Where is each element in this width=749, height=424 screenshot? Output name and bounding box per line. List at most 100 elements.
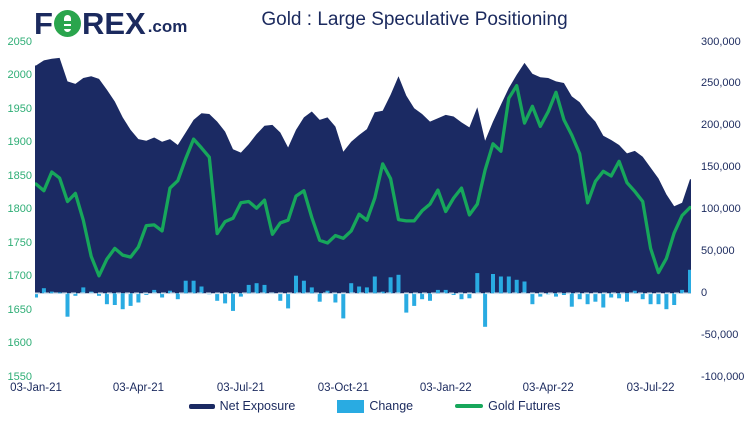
change-bar — [506, 276, 511, 294]
change-bar — [144, 293, 149, 295]
change-bar — [380, 291, 385, 294]
change-bar — [475, 273, 480, 294]
change-bar — [199, 286, 204, 294]
change-bar — [262, 284, 267, 294]
date-axis-tick: 03-Jan-22 — [419, 382, 472, 394]
legend-item-gold-futures: Gold Futures — [455, 399, 560, 413]
legend-label: Gold Futures — [488, 399, 561, 413]
change-bar — [128, 293, 133, 306]
change-bar — [231, 293, 235, 311]
change-bar — [412, 293, 417, 306]
change-bar — [640, 293, 645, 300]
change-bar — [609, 293, 614, 298]
change-bar — [538, 293, 543, 297]
left-axis-tick: 1750 — [7, 236, 32, 249]
date-axis-tick: 03-Jul-22 — [626, 382, 675, 394]
change-bar — [364, 287, 369, 294]
change-bar — [664, 293, 669, 310]
change-bar — [357, 286, 362, 294]
change-bar — [160, 293, 165, 298]
legend-label: Net Exposure — [219, 399, 296, 413]
legend-item-net-exposure: Net Exposure — [188, 399, 296, 413]
logo-letter-f: F — [34, 6, 53, 41]
change-bar — [435, 289, 440, 294]
change-bar — [246, 284, 251, 294]
left-axis-tick: 1900 — [7, 136, 32, 148]
change-bar — [530, 293, 535, 305]
change-bar — [625, 293, 629, 302]
legend-item-change: Change — [337, 399, 413, 413]
change-bar — [278, 293, 283, 301]
change-bar — [317, 293, 322, 302]
change-bar — [238, 293, 243, 297]
logo-o-icon — [53, 10, 81, 37]
gold-futures-swatch — [455, 404, 484, 408]
change-bar — [65, 293, 70, 317]
change-bar — [491, 274, 495, 294]
change-bar — [325, 290, 330, 294]
date-axis-tick: 03-Oct-21 — [317, 382, 369, 394]
change-bar — [688, 269, 691, 294]
change-bar — [396, 274, 401, 294]
change-bar — [89, 291, 94, 294]
logo-letters-rex: REX — [81, 6, 146, 41]
forex-logo: F REX .com — [34, 8, 187, 39]
change-bar — [388, 277, 393, 294]
change-bar — [191, 280, 196, 294]
left-price-axis: 2050 2000 1950 1900 1850 1800 1750 1700 1650 1600… — [2, 0, 32, 424]
left-axis-tick: 1600 — [7, 337, 32, 349]
change-bar — [585, 293, 590, 305]
change-bar — [309, 287, 314, 294]
net-exposure-swatch — [188, 403, 215, 409]
change-bar — [561, 293, 566, 295]
change-bar — [41, 288, 46, 294]
change-bar — [483, 293, 488, 327]
right-axis-tick: -100,000 — [701, 370, 745, 383]
left-axis-tick: 2000 — [7, 69, 32, 81]
chart-plot — [35, 57, 691, 327]
change-bar — [617, 293, 622, 299]
left-axis-tick: 1650 — [7, 303, 32, 316]
logo-suffix: .com — [147, 17, 188, 36]
gold-futures-line — [35, 83, 691, 278]
left-axis-tick: 1800 — [7, 203, 32, 215]
change-bar — [97, 293, 101, 296]
change-bar — [333, 293, 338, 303]
change-bar — [577, 293, 582, 300]
change-bar — [341, 293, 346, 319]
change-bar — [601, 293, 606, 308]
change-bar — [514, 279, 519, 294]
logo-o-notch — [60, 21, 74, 24]
left-axis-tick: 1700 — [7, 270, 32, 282]
date-axis-tick: 03-Apr-21 — [112, 382, 164, 394]
right-axis-tick: 100,000 — [701, 203, 741, 215]
change-bar — [522, 281, 527, 294]
change-swatch — [337, 399, 365, 413]
chart-title: Gold : Large Speculative Positioning — [261, 9, 568, 30]
logo-o-notch — [60, 26, 74, 29]
change-bar — [254, 283, 259, 294]
right-axis-tick: -50,000 — [701, 328, 739, 341]
change-bar — [152, 289, 157, 294]
left-axis-tick: 1550 — [7, 370, 32, 383]
net-exposure-area — [35, 57, 691, 294]
right-axis-tick: 0 — [701, 286, 708, 299]
date-axis-tick: 03-Apr-22 — [522, 382, 574, 394]
change-bar — [451, 293, 456, 295]
right-axis-tick: 50,000 — [701, 244, 735, 257]
change-bar — [467, 293, 472, 299]
date-axis-tick: 03-Jul-21 — [216, 382, 265, 394]
change-bar — [593, 293, 598, 302]
change-bar — [104, 293, 109, 305]
chart-legend: Net Exposure Change Gold Futures — [0, 399, 749, 413]
change-bar — [443, 289, 448, 294]
change-bar — [420, 293, 425, 300]
right-axis-tick: 150,000 — [701, 161, 741, 174]
change-bar — [569, 293, 574, 307]
change-bar — [168, 290, 172, 294]
change-bar — [648, 293, 653, 305]
right-axis-tick: 200,000 — [701, 119, 741, 132]
right-axis-tick: 300,000 — [701, 35, 741, 48]
left-axis-tick: 1850 — [7, 169, 32, 182]
change-bar — [349, 283, 354, 294]
